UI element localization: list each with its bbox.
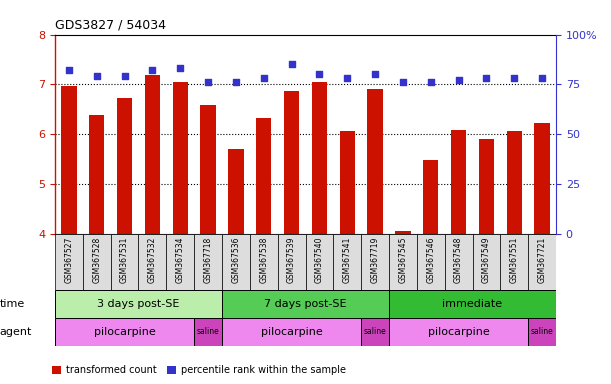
Bar (445, 233, 472, 290)
Bar (367, 89, 382, 233)
Text: GDS3827 / 54034: GDS3827 / 54034 (55, 18, 166, 31)
Bar (417, 233, 445, 290)
Bar (395, 231, 411, 233)
Text: GSM367545: GSM367545 (398, 237, 408, 283)
Bar (284, 91, 299, 233)
Point (259, 75, 269, 81)
Text: agent: agent (0, 327, 32, 337)
Point (454, 77, 464, 83)
Bar (340, 131, 355, 233)
Point (370, 71, 380, 78)
Point (315, 71, 324, 78)
Text: saline: saline (197, 327, 219, 336)
Bar (117, 98, 132, 233)
Bar (472, 233, 500, 290)
Bar (451, 130, 466, 233)
Text: pilocarpine: pilocarpine (261, 327, 323, 337)
Bar (334, 233, 361, 290)
Bar (389, 233, 417, 290)
Bar (389, 318, 528, 346)
Text: 7 days post-SE: 7 days post-SE (264, 299, 347, 309)
Text: GSM367534: GSM367534 (176, 237, 185, 283)
Bar (55, 290, 222, 318)
Text: time: time (0, 299, 24, 309)
Bar (55, 233, 83, 290)
Bar (194, 233, 222, 290)
Text: immediate: immediate (442, 299, 503, 309)
Text: GSM367531: GSM367531 (120, 237, 129, 283)
Point (231, 79, 241, 85)
Bar (172, 82, 188, 233)
Text: GSM367528: GSM367528 (92, 237, 101, 283)
Text: GSM367721: GSM367721 (538, 237, 547, 283)
Point (120, 73, 130, 79)
Text: GSM367527: GSM367527 (64, 237, 73, 283)
Text: GSM367536: GSM367536 (232, 237, 240, 283)
Bar (250, 233, 277, 290)
Bar (139, 233, 166, 290)
Point (64, 67, 74, 73)
Text: GSM367532: GSM367532 (148, 237, 157, 283)
Bar (256, 118, 271, 233)
Bar (479, 139, 494, 233)
Legend: transformed count, percentile rank within the sample: transformed count, percentile rank withi… (48, 361, 350, 379)
Point (175, 65, 185, 71)
Point (426, 79, 436, 85)
Point (92, 73, 101, 79)
Bar (55, 318, 194, 346)
Bar (194, 318, 222, 346)
Point (537, 75, 547, 81)
Bar (222, 233, 250, 290)
Bar (277, 233, 306, 290)
Bar (145, 75, 160, 233)
Bar (83, 233, 111, 290)
Bar (361, 233, 389, 290)
Text: pilocarpine: pilocarpine (93, 327, 155, 337)
Point (147, 67, 157, 73)
Text: pilocarpine: pilocarpine (428, 327, 489, 337)
Bar (111, 233, 139, 290)
Bar (222, 290, 389, 318)
Point (342, 75, 352, 81)
Point (287, 61, 296, 68)
Text: GSM367541: GSM367541 (343, 237, 352, 283)
Point (398, 79, 408, 85)
Point (203, 79, 213, 85)
Bar (89, 115, 104, 233)
Text: GSM367539: GSM367539 (287, 237, 296, 283)
Text: GSM367546: GSM367546 (426, 237, 435, 283)
Text: GSM367549: GSM367549 (482, 237, 491, 283)
Text: GSM367551: GSM367551 (510, 237, 519, 283)
Point (481, 75, 491, 81)
Text: GSM367548: GSM367548 (454, 237, 463, 283)
Bar (528, 233, 556, 290)
Text: GSM367718: GSM367718 (203, 237, 213, 283)
Bar (306, 233, 334, 290)
Text: 3 days post-SE: 3 days post-SE (97, 299, 180, 309)
Bar (312, 82, 327, 233)
Text: GSM367719: GSM367719 (371, 237, 379, 283)
Bar (423, 160, 439, 233)
Bar (61, 86, 76, 233)
Text: GSM367538: GSM367538 (259, 237, 268, 283)
Point (510, 75, 519, 81)
Bar (361, 318, 389, 346)
Bar (222, 318, 361, 346)
Bar (200, 105, 216, 233)
Text: GSM367540: GSM367540 (315, 237, 324, 283)
Bar (528, 318, 556, 346)
Text: saline: saline (531, 327, 554, 336)
Bar (389, 290, 556, 318)
Bar (229, 149, 244, 233)
Bar (507, 131, 522, 233)
Bar (500, 233, 528, 290)
Bar (535, 123, 550, 233)
Bar (166, 233, 194, 290)
Text: saline: saline (364, 327, 387, 336)
